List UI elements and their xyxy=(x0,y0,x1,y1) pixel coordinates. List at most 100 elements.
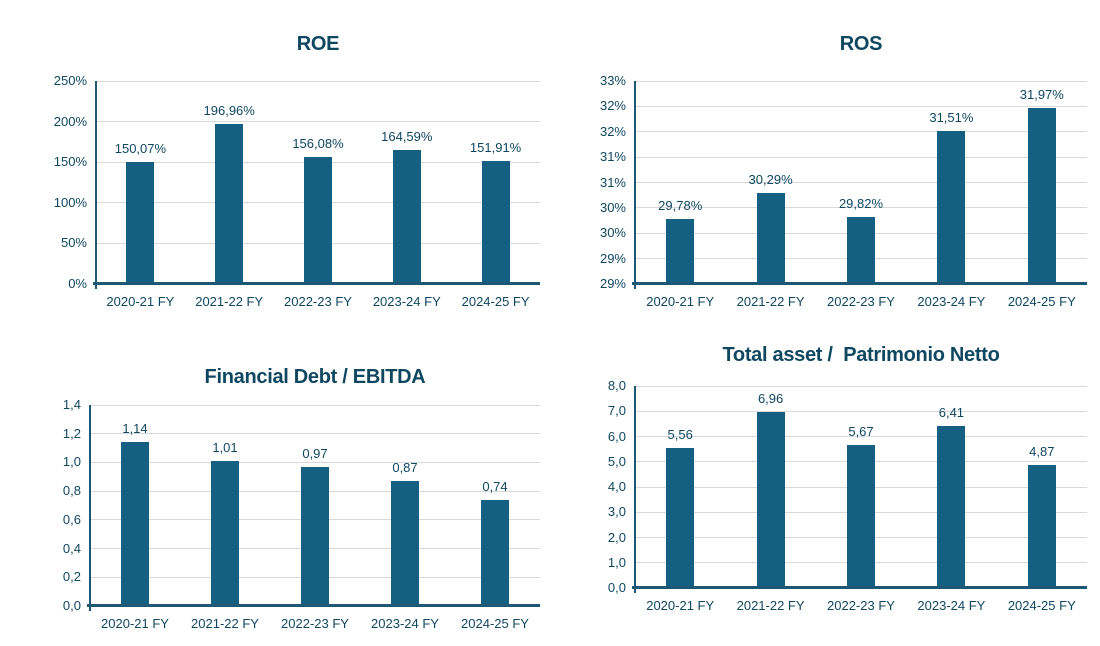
y-tick-label: 32% xyxy=(599,123,626,139)
x-tick-label: 2022-23 FY xyxy=(281,616,349,631)
y-tick-label: 29% xyxy=(599,250,626,266)
y-axis-line xyxy=(634,81,636,289)
plot-area: 29,78% 30,29% 29,82% 31,51% 31,97% xyxy=(632,80,1087,289)
plot-area: 5,56 6,96 5,67 6,41 4,87 xyxy=(632,385,1087,593)
gridline xyxy=(635,436,1087,437)
bar xyxy=(756,193,785,284)
chart-total-asset-patrimonio-netto: Total asset / Patrimonio Netto 5,56 6,96 5… xyxy=(590,336,1100,646)
bar-value-label: 31,97% xyxy=(1019,86,1064,102)
y-tick-label: 150% xyxy=(53,154,87,170)
x-tick-label: 2020-21 FY xyxy=(101,616,169,631)
y-tick-label: 6,0 xyxy=(607,428,626,444)
x-tick-label: 2020-21 FY xyxy=(646,294,715,309)
plot-area: 150,07% 196,96% 156,08% 164,59% 151,91% xyxy=(93,80,540,289)
chart-roe: ROE 150,07% 196,96% 156,08% 164,59% 151,91% … xyxy=(40,16,590,339)
y-tick-label: 0,6 xyxy=(62,511,81,527)
gridline xyxy=(635,105,1087,107)
gridline xyxy=(96,121,540,123)
x-tick-label: 2020-21 FY xyxy=(646,598,715,613)
gridline xyxy=(635,410,1087,412)
y-tick-label: 0,2 xyxy=(62,569,81,585)
bar xyxy=(666,447,695,588)
gridline xyxy=(635,182,1087,183)
bar xyxy=(847,217,875,284)
chart-title: ROS xyxy=(839,33,883,55)
x-tick-label: 2022-23 FY xyxy=(827,598,895,613)
bar xyxy=(481,499,509,606)
gridline xyxy=(90,461,540,463)
chart-ros: ROS 29,78% 30,29% 29,82% 31,51% 31,97% 29% 29… xyxy=(590,16,1100,339)
y-tick-label: 30% xyxy=(599,199,626,215)
bar-value-label: 164,59% xyxy=(381,129,433,145)
bar-value-label: 151,91% xyxy=(469,139,522,155)
bar xyxy=(937,426,966,588)
x-tick-label: 2022-23 FY xyxy=(827,294,895,309)
bar xyxy=(1027,465,1056,588)
x-tick-label: 2024-25 FY xyxy=(1007,598,1076,613)
bar-value-label: 1,01 xyxy=(212,440,238,455)
x-axis-line xyxy=(87,604,540,607)
y-tick-label: 200% xyxy=(53,113,87,129)
bar-value-label: 196,96% xyxy=(203,103,255,119)
gridline xyxy=(96,80,540,82)
bar-value-label: 5,67 xyxy=(848,423,874,439)
chart-title: ROE xyxy=(296,33,340,55)
x-axis-line xyxy=(632,282,1087,285)
y-axis-line xyxy=(634,386,636,593)
y-tick-label: 29% xyxy=(599,276,626,291)
x-tick-label: 2020-21 FY xyxy=(106,294,175,309)
gridline xyxy=(635,80,1087,82)
y-tick-label: 7,0 xyxy=(607,403,626,419)
bar-value-label: 4,87 xyxy=(1029,444,1055,460)
bar-value-label: 156,08% xyxy=(292,136,344,152)
gridline xyxy=(90,404,540,406)
x-tick-label: 2021-22 FY xyxy=(736,598,805,613)
bar xyxy=(756,412,785,588)
bar-value-label: 0,97 xyxy=(302,445,328,461)
bar-value-label: 31,51% xyxy=(929,110,974,126)
bar xyxy=(391,481,419,606)
gridline xyxy=(90,433,540,435)
y-axis-line xyxy=(89,405,91,611)
y-tick-label: 33% xyxy=(599,73,626,88)
x-tick-label: 2022-23 FY xyxy=(284,294,352,309)
y-tick-label: 32% xyxy=(599,98,626,114)
bar-value-label: 6,96 xyxy=(757,391,784,407)
x-axis-line xyxy=(93,282,540,285)
plot-area: 1,14 1,01 0,97 0,87 0,74 xyxy=(87,404,540,611)
x-tick-label: 2023-24 FY xyxy=(917,598,986,613)
bar xyxy=(937,131,966,284)
bar-value-label: 29,78% xyxy=(658,198,703,214)
y-axis-line xyxy=(95,81,97,289)
y-tick-label: 1,2 xyxy=(62,425,81,441)
bar xyxy=(126,162,155,284)
bar xyxy=(301,466,329,606)
y-tick-label: 4,0 xyxy=(607,479,626,494)
chart-financial-debt-ebitda: Financial Debt / EBITDA 1,14 1,01 0,97 0,87… xyxy=(40,336,590,646)
x-axis-line xyxy=(632,586,1087,589)
bar-value-label: 1,14 xyxy=(122,421,148,437)
bar-value-label: 30,29% xyxy=(748,172,793,188)
y-tick-label: 0,8 xyxy=(62,483,81,499)
y-tick-label: 0,0 xyxy=(62,598,81,613)
bar xyxy=(304,157,332,284)
bar-value-label: 6,41 xyxy=(938,405,965,421)
x-tick-label: 2023-24 FY xyxy=(917,294,986,309)
y-tick-label: 0,0 xyxy=(607,580,626,595)
bar xyxy=(215,124,244,284)
y-tick-label: 0,4 xyxy=(62,540,81,556)
x-tick-label: 2023-24 FY xyxy=(372,294,441,309)
bar xyxy=(121,442,149,606)
y-tick-label: 50% xyxy=(60,235,87,251)
gridline xyxy=(635,131,1087,133)
y-tick-label: 31% xyxy=(599,149,626,165)
bar-value-label: 0,87 xyxy=(392,460,418,476)
y-tick-label: 0% xyxy=(68,276,87,291)
x-tick-label: 2023-24 FY xyxy=(371,616,439,631)
chart-title: Financial Debt / EBITDA xyxy=(204,366,426,388)
x-tick-label: 2021-22 FY xyxy=(736,294,805,309)
bar-value-label: 150,07% xyxy=(114,141,167,157)
x-tick-label: 2024-25 FY xyxy=(1007,294,1076,309)
x-tick-label: 2021-22 FY xyxy=(191,616,259,631)
